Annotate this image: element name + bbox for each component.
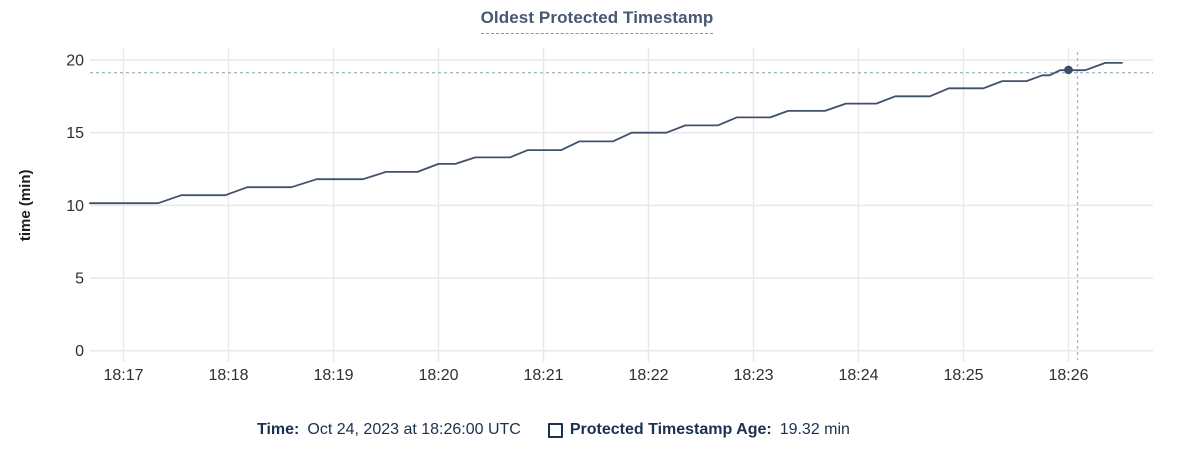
chart-title[interactable]: Oldest Protected Timestamp bbox=[480, 8, 714, 34]
x-tick-label-18:23: 18:23 bbox=[733, 367, 773, 384]
y-tick-label-10: 10 bbox=[66, 198, 84, 215]
hover-time-value: Oct 24, 2023 at 18:26:00 UTC bbox=[307, 421, 521, 438]
y-axis-title: time (min) bbox=[17, 170, 34, 242]
series-hover-value: 19.32 min bbox=[779, 421, 850, 438]
y-tick-label-5: 5 bbox=[75, 271, 84, 288]
x-tick-label-18:25: 18:25 bbox=[943, 367, 983, 384]
series-line-protected-timestamp-age bbox=[89, 62, 1123, 205]
x-tick-label-18:20: 18:20 bbox=[418, 367, 458, 384]
series-checkbox-icon[interactable] bbox=[547, 422, 563, 438]
y-tick-label-20: 20 bbox=[66, 53, 84, 70]
y-tick-label-15: 15 bbox=[66, 125, 84, 142]
x-tick-label-18:24: 18:24 bbox=[838, 367, 878, 384]
y-tick-label-0: 0 bbox=[75, 343, 84, 360]
hover-legend: Time: Oct 24, 2023 at 18:26:00 UTC Prote… bbox=[257, 421, 850, 439]
x-tick-label-18:17: 18:17 bbox=[103, 367, 143, 384]
x-tick-label-18:22: 18:22 bbox=[628, 367, 668, 384]
x-tick-label-18:21: 18:21 bbox=[523, 367, 563, 384]
x-tick-label-18:19: 18:19 bbox=[313, 367, 353, 384]
chart-plot-area[interactable]: 18:17 18:18 18:19 18:20 18:21 18:22 18:23 18:24… bbox=[0, 0, 1194, 410]
hover-datapoint-dot bbox=[1064, 65, 1073, 75]
x-tick-label-18:26: 18:26 bbox=[1048, 367, 1088, 384]
series-name-label[interactable]: Protected Timestamp Age: bbox=[569, 421, 772, 438]
x-tick-label-18:18: 18:18 bbox=[208, 367, 248, 384]
hover-time-label: Time: bbox=[257, 421, 300, 438]
chart-title-row: Oldest Protected Timestamp bbox=[0, 8, 1194, 34]
